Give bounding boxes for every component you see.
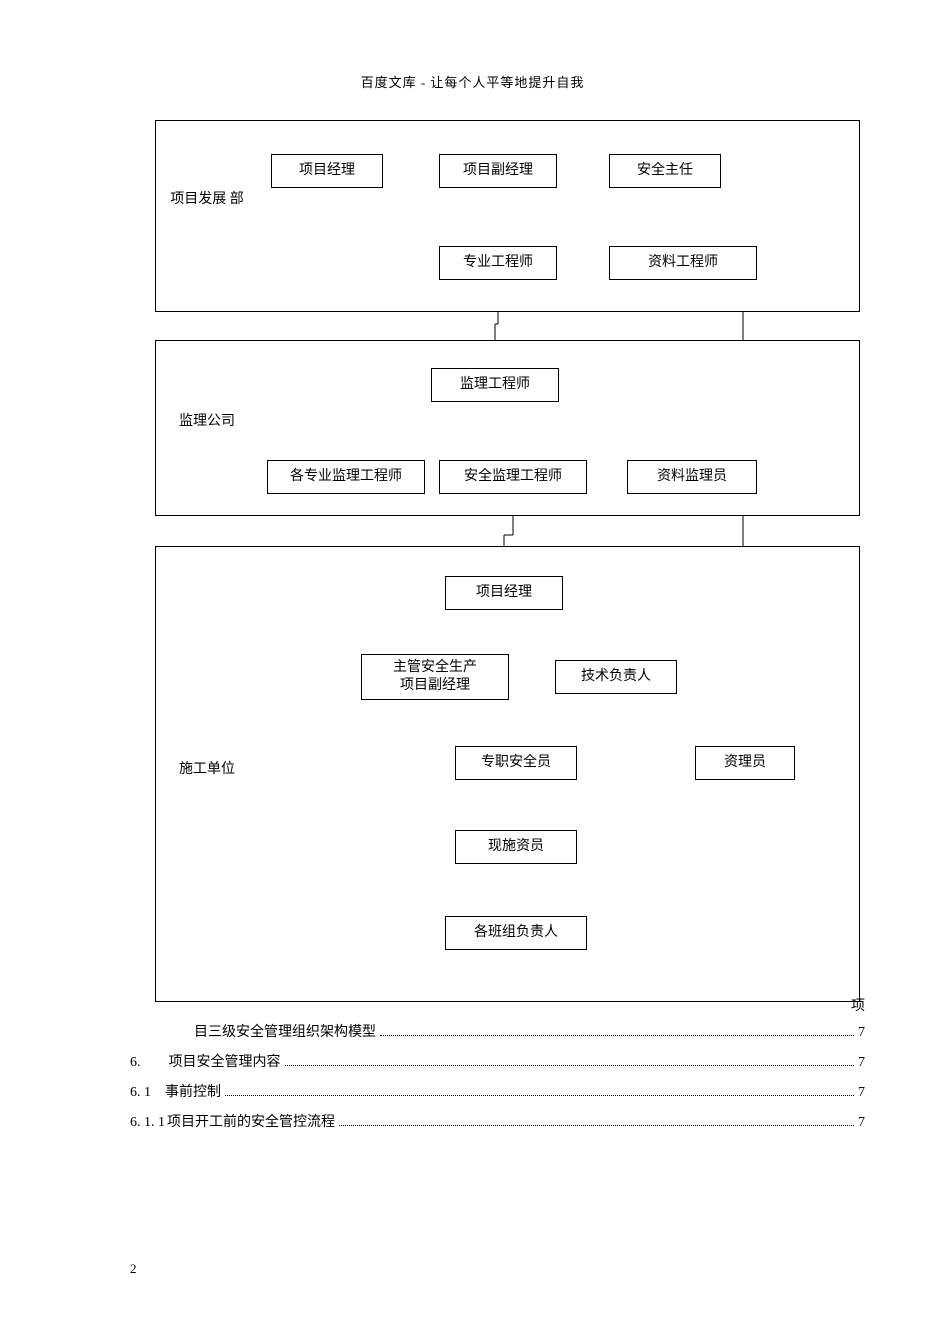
org-flowchart: 项目发展 部监理公司施工单位 项目经理 项目副经理 安全主任专业工程师 资料工程师监理工… <box>155 120 860 1002</box>
toc-title: 项目开工前的安全管控流程 <box>167 1111 335 1131</box>
section-label: 监理公司 <box>167 412 247 432</box>
toc-leader-dots <box>285 1064 855 1066</box>
toc-line: 6. 项目安全管理内容 7 <box>130 1051 865 1071</box>
flowchart-node: 资理员 <box>695 746 795 780</box>
flowchart-node: 各专业监理工程师 <box>267 460 425 494</box>
toc-number: 6. 1. 1 <box>130 1115 165 1131</box>
flowchart-node: 资料工程师 <box>609 246 757 280</box>
section-label: 施工单位 <box>167 760 247 780</box>
page-number: 2 <box>130 1261 137 1277</box>
flowchart-node: 项目经理 <box>271 154 383 188</box>
flowchart-node: 技术负责人 <box>555 660 677 694</box>
flowchart-node: 安全监理工程师 <box>439 460 587 494</box>
flowchart-node: 项目经理 <box>445 576 563 610</box>
toc-leader-dots <box>225 1094 854 1096</box>
flowchart-node: 主管安全生产项目副经理 <box>361 654 509 700</box>
toc-title: 目三级安全管理组织架构模型 <box>194 1021 376 1041</box>
flowchart-node: 专业工程师 <box>439 246 557 280</box>
flowchart-node: 现施资员 <box>455 830 577 864</box>
flowchart-node: 资料监理员 <box>627 460 757 494</box>
page-header: 百度文库 - 让每个人平等地提升自我 <box>0 72 945 91</box>
toc-page-number: 7 <box>858 1115 865 1131</box>
flowchart-node: 各班组负责人 <box>445 916 587 950</box>
toc-leader-dots <box>339 1124 854 1126</box>
toc-number: 6. <box>130 1055 141 1071</box>
flowchart-node: 专职安全员 <box>455 746 577 780</box>
section-box <box>155 120 860 312</box>
flowchart-node: 监理工程师 <box>431 368 559 402</box>
flowchart-node: 项目副经理 <box>439 154 557 188</box>
toc-line: 6. 1 事前控制 7 <box>130 1081 865 1101</box>
toc-number: 6. 1 <box>130 1085 151 1101</box>
toc-line: 6. 1. 1项目开工前的安全管控流程 7 <box>130 1111 865 1131</box>
document-page: 百度文库 - 让每个人平等地提升自我 项目发展 部监理公司施工单位 项目经理 项目副… <box>0 0 945 1337</box>
section-label: 项目发展 部 <box>167 190 247 210</box>
toc-page-number: 7 <box>858 1055 865 1071</box>
toc-title: 事前控制 <box>165 1081 221 1101</box>
toc-page-number: 7 <box>858 1085 865 1101</box>
toc-hanging-char: 项 <box>851 995 865 1015</box>
toc-line: 目三级安全管理组织架构模型 7 <box>130 1021 865 1041</box>
toc-title: 项目安全管理内容 <box>169 1051 281 1071</box>
flowchart-node: 安全主任 <box>609 154 721 188</box>
toc-leader-dots <box>380 1034 854 1036</box>
toc-page-number: 7 <box>858 1025 865 1041</box>
